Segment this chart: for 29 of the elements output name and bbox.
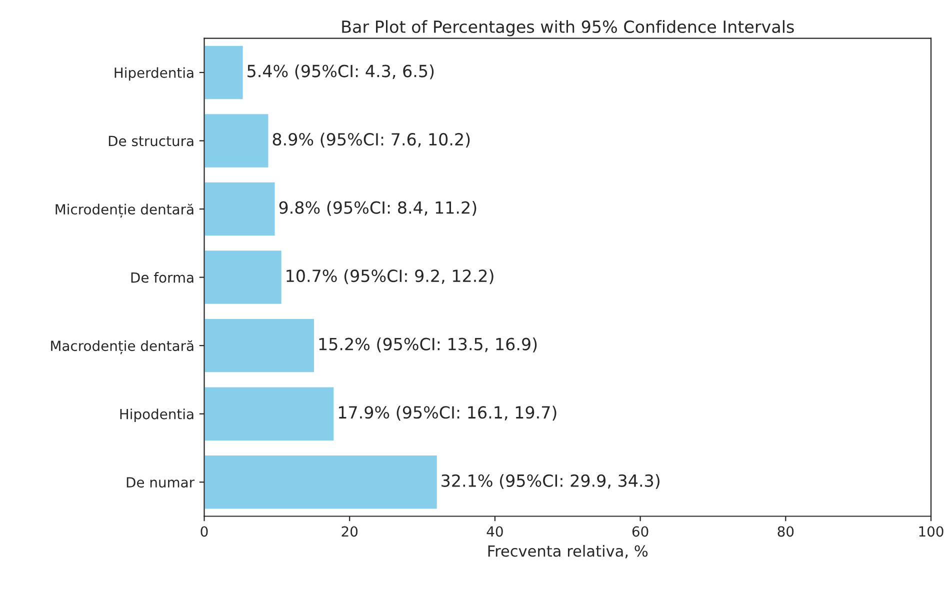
data-label: 17.9% (95%CI: 16.1, 19.7) [338,406,556,421]
y-tick-label: Macrodenție dentară [51,340,194,354]
data-label: 32.1% (95%CI: 29.9, 34.3) [442,474,660,489]
bar [204,112,270,169]
y-tick-label: Microdenție dentară [56,204,194,218]
x-tick-label: 0 [200,526,208,537]
bar [204,249,283,306]
data-label: 5.4% (95%CI: 4.3, 6.5) [248,64,434,80]
data-label: 8.9% (95%CI: 7.6, 10.2) [272,132,470,148]
data-label: 10.7% (95%CI: 9.2, 12.2) [286,269,494,284]
x-tick-label: 80 [778,526,794,537]
bar [204,318,316,374]
data-label: 9.8% (95%CI: 8.4, 11.2) [279,200,476,216]
y-tick-label: De structura [108,136,194,146]
y-tick-label: De numar [126,477,195,488]
chart-title: Bar Plot of Percentages with 95% Confidence Intervals [342,20,794,36]
bar [204,386,336,442]
y-tick-label: Hiperdentia [114,67,194,81]
bar [204,44,244,100]
y-tick-label: De forma [131,272,194,283]
x-axis-title: Frecventa relativa, % [488,544,648,558]
data-label: 15.2% (95%CI: 13.5, 16.9) [319,338,537,352]
x-tick-label: 40 [486,526,503,537]
bar [204,181,276,238]
x-tick-label: 20 [342,526,358,537]
x-tick-label: 60 [632,526,648,537]
bar [204,454,438,510]
y-tick-label: Hipodentia [120,408,194,422]
x-tick-label: 100 [919,526,944,537]
